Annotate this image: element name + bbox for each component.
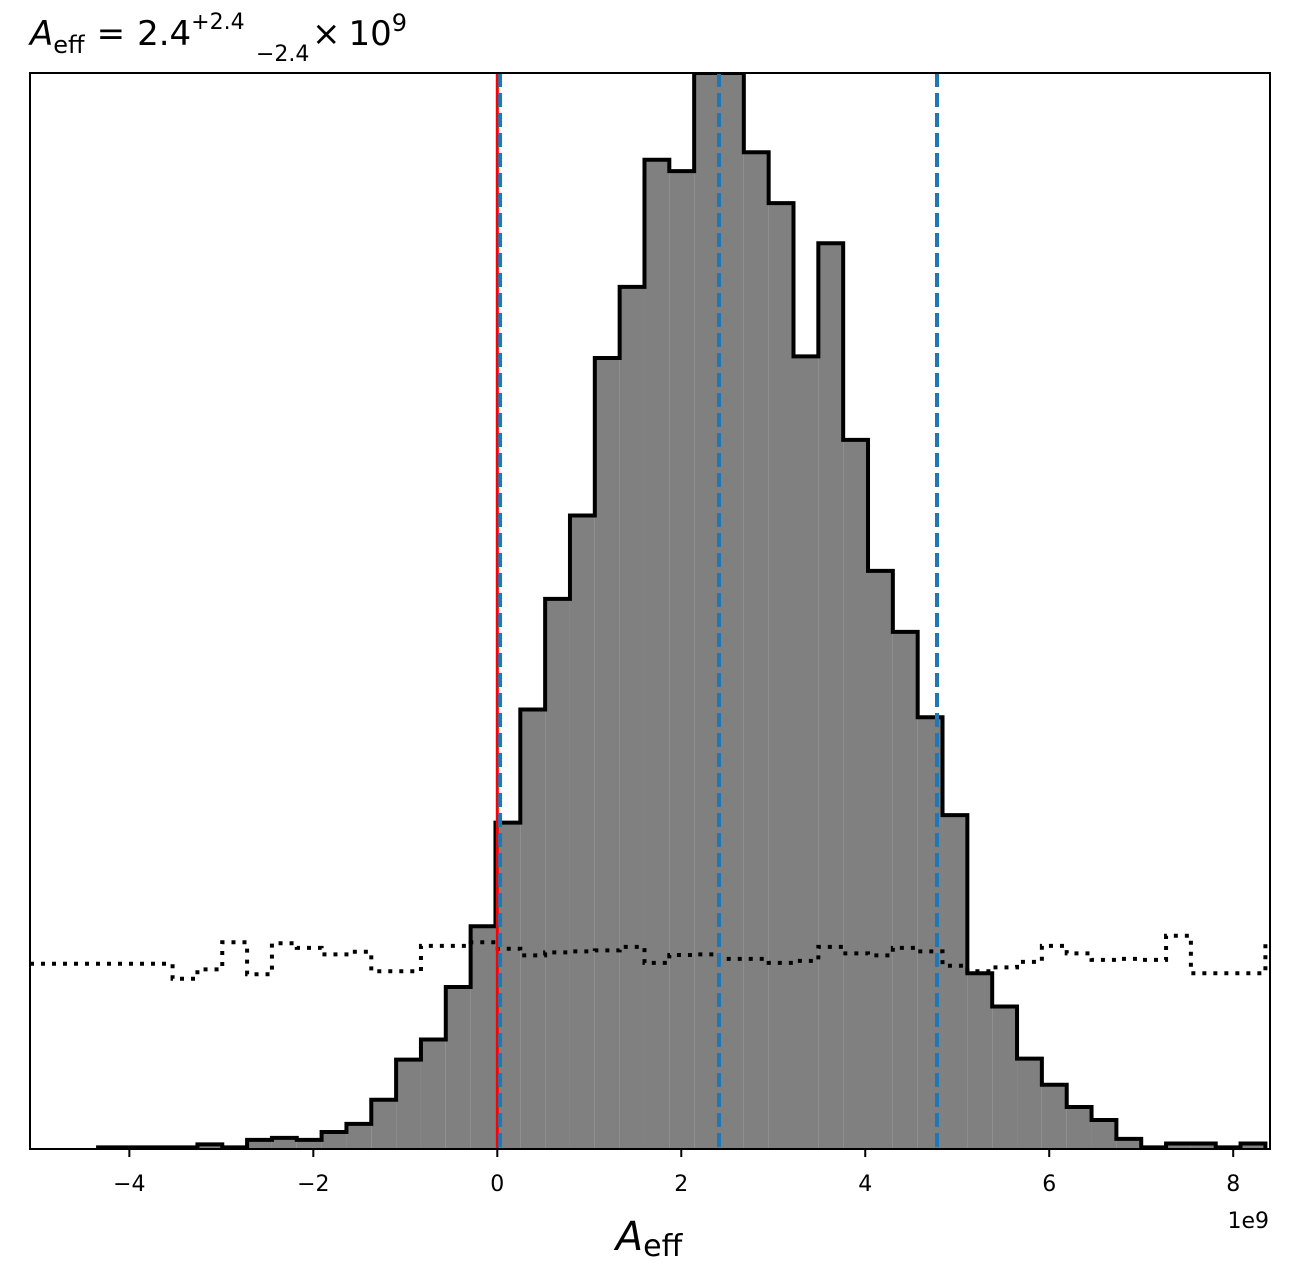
histogram-bar bbox=[743, 152, 769, 1149]
x-axis-label: Aeff bbox=[613, 1214, 684, 1264]
title-equals: = bbox=[97, 14, 126, 54]
plot-content bbox=[30, 73, 1270, 1149]
histogram-bar bbox=[520, 709, 546, 1149]
title-median: 2.4 bbox=[137, 14, 191, 54]
title-err-minus: −2.4 bbox=[256, 42, 309, 67]
histogram-bar bbox=[619, 286, 645, 1149]
x-tick-label: 2 bbox=[674, 1172, 688, 1197]
title-exp-power: 9 bbox=[392, 9, 407, 37]
x-tick-label: 8 bbox=[1226, 1172, 1240, 1197]
histogram-bar bbox=[868, 570, 893, 1149]
plot-frame bbox=[29, 72, 1271, 1150]
histogram-bar bbox=[594, 357, 620, 1149]
x-axis-label-symbol: A bbox=[613, 1214, 643, 1260]
x-tick-label: 6 bbox=[1042, 1172, 1056, 1197]
histogram-bar bbox=[992, 1006, 1018, 1149]
x-tick-label: −2 bbox=[297, 1172, 329, 1197]
histogram-bar bbox=[669, 171, 695, 1149]
title-symbol: A bbox=[28, 14, 53, 54]
x-tick-label: 0 bbox=[490, 1172, 504, 1197]
histogram-bar bbox=[321, 1132, 347, 1149]
histogram-bar bbox=[793, 356, 819, 1149]
x-axis-ticks: −4 −2 0 2 4 6 8 bbox=[113, 1149, 1240, 1197]
x-axis-scale-label: 1e9 bbox=[1227, 1209, 1269, 1234]
plot-area bbox=[29, 72, 1271, 1150]
histogram-bar bbox=[967, 973, 993, 1149]
histogram-bar bbox=[818, 243, 844, 1149]
histogram-bar bbox=[644, 159, 670, 1149]
histogram-bar bbox=[1240, 1143, 1266, 1149]
histogram-bar bbox=[1017, 1058, 1042, 1149]
histogram-bar bbox=[694, 73, 719, 1149]
x-tick-label: −4 bbox=[113, 1172, 145, 1197]
histogram-outline bbox=[96, 73, 1268, 1149]
x-axis-label-subscript: eff bbox=[643, 1229, 683, 1264]
histogram-bar bbox=[718, 73, 744, 1149]
histogram-bar bbox=[569, 515, 595, 1149]
histogram-bar bbox=[1190, 1143, 1216, 1149]
histogram-bar bbox=[545, 598, 570, 1149]
histogram-bar bbox=[1116, 1138, 1142, 1149]
histogram-bar bbox=[296, 1139, 322, 1149]
title-err-plus: +2.4 bbox=[191, 10, 244, 35]
histogram-bar bbox=[768, 203, 794, 1149]
histogram-bar bbox=[843, 439, 869, 1149]
histogram-bar bbox=[1041, 1084, 1067, 1149]
x-tick-label: 4 bbox=[858, 1172, 872, 1197]
histogram-bar bbox=[892, 631, 918, 1149]
histogram-bar bbox=[247, 1139, 272, 1149]
histogram-bar bbox=[271, 1137, 297, 1149]
title-symbol-subscript: eff bbox=[53, 31, 85, 59]
title-times: × bbox=[312, 14, 341, 54]
histogram-bar bbox=[942, 815, 968, 1149]
histogram-bar bbox=[371, 1099, 397, 1149]
histogram-bar bbox=[396, 1059, 421, 1149]
histogram-bar bbox=[420, 1039, 446, 1149]
histogram-bar bbox=[445, 986, 471, 1149]
histogram-bar bbox=[346, 1123, 372, 1149]
histogram-bar bbox=[1066, 1106, 1092, 1149]
histogram-bar bbox=[1091, 1119, 1117, 1149]
title-exp-base: 10 bbox=[349, 14, 392, 54]
histogram-bar bbox=[197, 1144, 223, 1149]
histogram-bar bbox=[470, 926, 496, 1149]
histogram-bar bbox=[1166, 1143, 1191, 1149]
chart-title: Aeff = 2.4+2.4 −2.4× 109 bbox=[28, 9, 407, 67]
